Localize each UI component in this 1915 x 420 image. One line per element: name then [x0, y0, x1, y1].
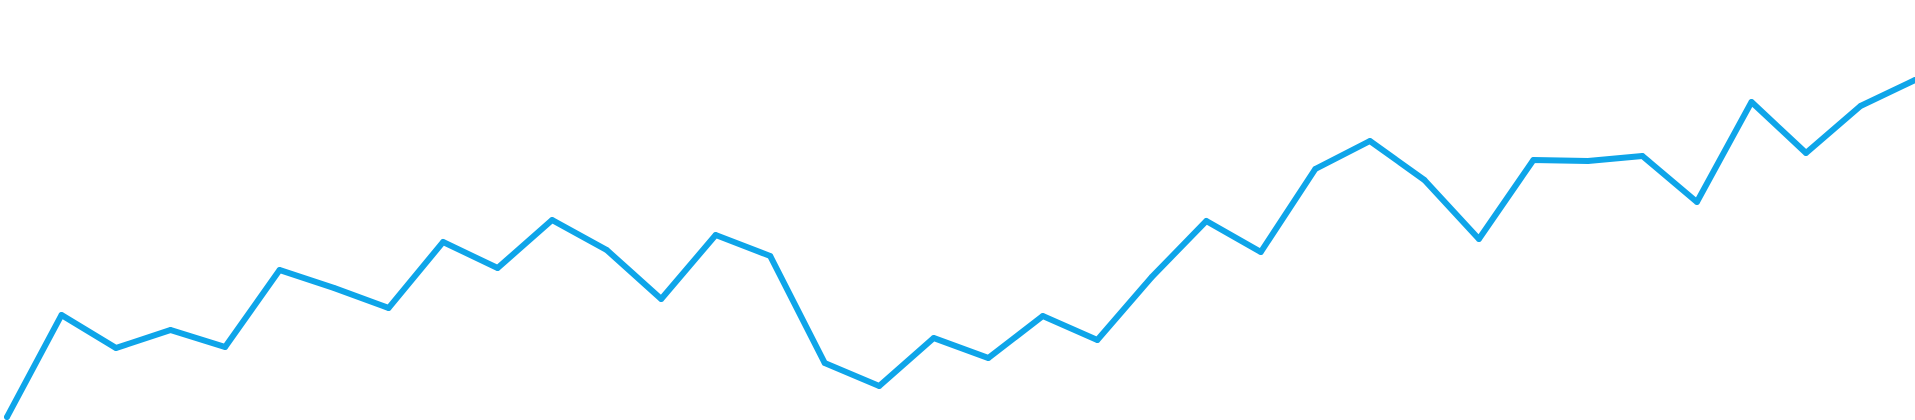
data-point [1094, 337, 1101, 343]
data-point [440, 239, 447, 245]
data-point [4, 414, 10, 420]
data-point [876, 383, 883, 389]
data-point [331, 285, 338, 291]
series-layer [4, 77, 1915, 420]
data-point [821, 360, 828, 366]
data-point [549, 217, 556, 223]
data-point [222, 344, 229, 350]
data-point [1639, 153, 1646, 159]
data-point [712, 232, 719, 238]
data-point [1148, 274, 1155, 280]
data-point [113, 345, 119, 351]
data-point [58, 312, 65, 318]
data-point [1421, 177, 1428, 183]
data-point [1366, 138, 1373, 144]
data-point [1312, 166, 1319, 172]
data-point [658, 296, 665, 302]
data-point [767, 253, 774, 259]
data-point [1803, 150, 1809, 156]
data-point [603, 247, 610, 253]
data-point [1748, 99, 1755, 105]
data-point [1039, 313, 1046, 319]
data-point [930, 335, 937, 341]
data-point [1584, 158, 1591, 164]
data-point [985, 355, 992, 361]
data-point [167, 327, 174, 333]
data-point [1203, 218, 1210, 224]
data-point [1530, 157, 1537, 163]
data-point [1912, 77, 1915, 83]
data-point [1475, 236, 1482, 242]
data-point [276, 267, 283, 273]
data-point [1693, 199, 1700, 205]
data-point [494, 265, 501, 271]
data-point [385, 305, 392, 311]
data-point [1857, 103, 1864, 109]
data-point [1257, 249, 1264, 255]
series-line [4, 77, 1915, 420]
